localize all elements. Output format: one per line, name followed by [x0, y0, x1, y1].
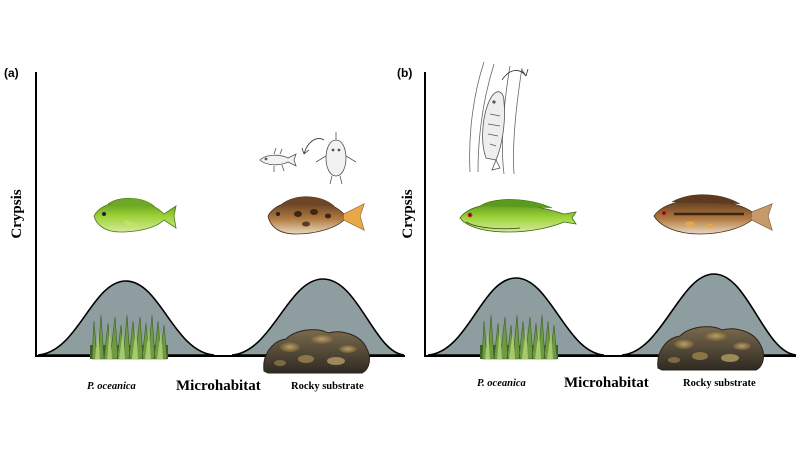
panel-label: (a): [4, 66, 19, 80]
rock-icon: [657, 326, 764, 371]
distribution-curve-rock: [231, 278, 405, 356]
x-axis-label: Microhabitat: [176, 378, 261, 394]
brown-fish-icon: [653, 194, 773, 235]
panel-b: (b) Crypsis: [397, 61, 797, 391]
distribution-curve-seagrass: [427, 277, 605, 356]
x-axis-label: Microhabitat: [564, 375, 649, 391]
panel-a: (a) Crypsis: [4, 66, 405, 394]
seagrass-icon: [90, 314, 168, 360]
y-axis-label: Crypsis: [9, 189, 25, 238]
habitat-label-rock: Rocky substrate: [683, 378, 756, 389]
y-axis-label: Crypsis: [400, 189, 416, 238]
habitat-label-rock: Rocky substrate: [291, 381, 364, 392]
habitat-label-seagrass: P. oceanica: [477, 378, 526, 389]
green-fish-icon: [459, 199, 577, 233]
habitat-label-seagrass: P. oceanica: [87, 381, 136, 392]
brown-fish-icon: [267, 196, 365, 235]
seagrass-icon: [480, 314, 558, 360]
rock-icon: [263, 329, 370, 374]
panel-label: (b): [397, 66, 412, 80]
distribution-curve-seagrass: [37, 280, 215, 356]
fish-sketch-icon: [259, 132, 357, 185]
green-fish-icon: [93, 197, 177, 233]
fish-sketch-icon: [469, 61, 529, 175]
